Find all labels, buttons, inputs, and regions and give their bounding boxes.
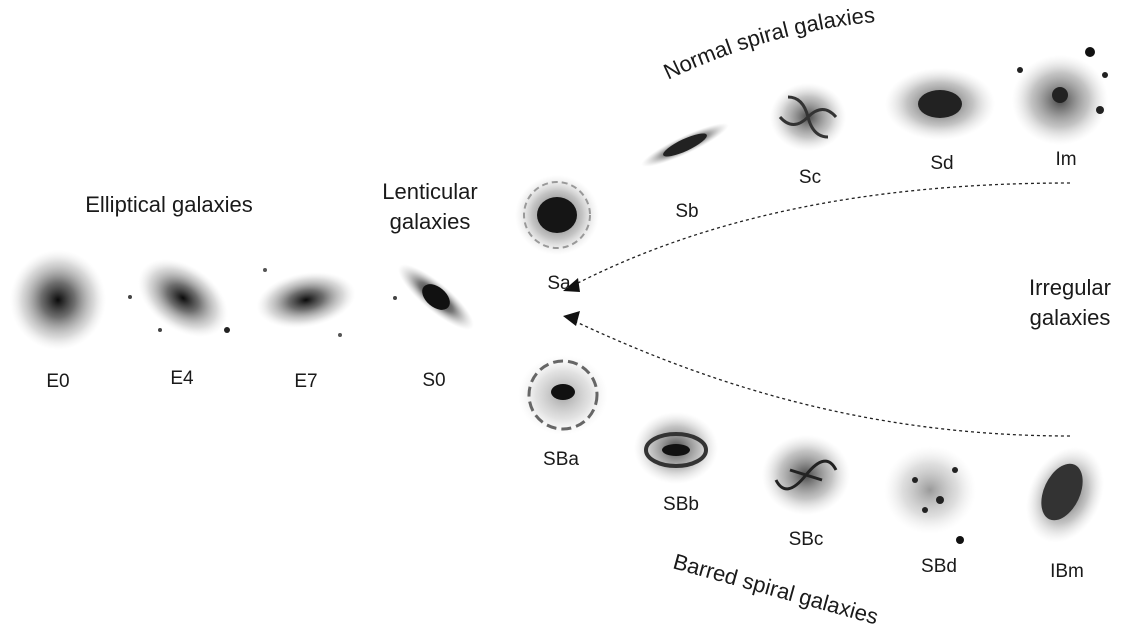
label-sb: Sb: [675, 201, 699, 222]
irregular-heading-line1: Irregular: [1029, 275, 1111, 300]
label-sa: Sa: [547, 273, 571, 294]
irregular-heading-line2: galaxies: [1029, 305, 1111, 330]
galaxy-sb-image: [641, 123, 729, 167]
arrow-lower-branch: [563, 311, 1071, 437]
galaxy-sa-image: [515, 175, 599, 255]
label-ibm: IBm: [1050, 561, 1084, 582]
label-sbd: SBd: [921, 556, 957, 577]
label-s0: S0: [422, 370, 446, 391]
label-sba: SBa: [543, 449, 579, 470]
label-e0: E0: [46, 371, 70, 392]
label-sd: Sd: [930, 153, 954, 174]
arrow-upper-branch: [563, 182, 1071, 292]
lenticular-heading-line1: Lenticular: [382, 179, 478, 204]
galaxy-sbc-image: [762, 435, 850, 515]
barred-spiral-heading: Barred spiral galaxies: [671, 549, 882, 630]
galaxy-e0-image: [10, 250, 106, 350]
galaxy-e4-image: [128, 259, 230, 337]
galaxy-e7-image: [256, 268, 356, 337]
galaxy-sbd-image: [884, 446, 976, 544]
galaxy-im-image: [1012, 47, 1108, 145]
galaxy-ibm-image: [1026, 447, 1104, 543]
lenticular-heading: Lenticular galaxies: [382, 177, 477, 237]
galaxy-s0-image: [393, 264, 474, 330]
label-e7: E7: [294, 371, 318, 392]
label-e4: E4: [170, 368, 194, 389]
label-sbc: SBc: [788, 529, 824, 550]
irregular-heading: Irregular galaxies: [1029, 273, 1111, 333]
galaxy-sc-image: [770, 83, 846, 151]
label-sc: Sc: [798, 167, 822, 188]
galaxy-sbb-image: [634, 412, 718, 484]
galaxy-sba-image: [518, 355, 608, 435]
normal-spiral-heading: Normal spiral galaxies: [660, 2, 876, 84]
galaxy-sd-image: [885, 68, 995, 140]
elliptical-heading: Elliptical galaxies: [85, 192, 253, 217]
label-im: Im: [1055, 149, 1077, 170]
label-sbb: SBb: [663, 494, 699, 515]
lenticular-heading-line2: galaxies: [389, 209, 471, 234]
